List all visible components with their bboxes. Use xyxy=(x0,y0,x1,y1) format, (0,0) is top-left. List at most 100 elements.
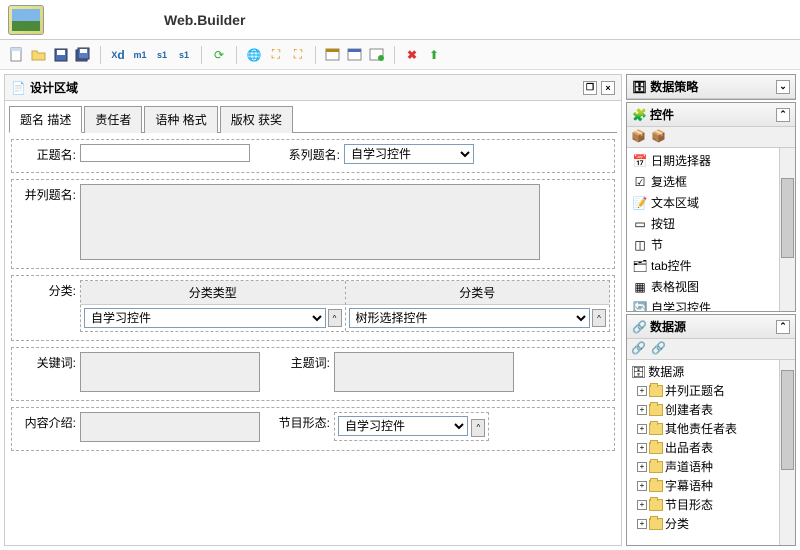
strategy-header[interactable]: 🗄 数据策略 ⌄ xyxy=(627,75,795,99)
s1-icon[interactable]: s1 xyxy=(153,46,171,64)
section-keywords: 关键词: 主题词: xyxy=(11,347,615,401)
expand-icon[interactable]: + xyxy=(637,424,647,434)
control-textarea[interactable]: 📝文本区域 xyxy=(629,192,793,213)
expand-icon[interactable]: + xyxy=(637,443,647,453)
tree-item[interactable]: +其他责任者表 xyxy=(629,419,793,438)
calendar-icon: 📅 xyxy=(633,154,647,168)
up-icon[interactable]: ⬆ xyxy=(425,46,443,64)
design-title: 设计区域 xyxy=(30,79,78,96)
tree-root[interactable]: 🗄 数据源 xyxy=(629,362,793,381)
db-icon: 🗄 xyxy=(632,80,647,94)
tree-item[interactable]: +并列正题名 xyxy=(629,381,793,400)
folder-icon xyxy=(649,442,663,454)
textarea-binglie[interactable] xyxy=(80,184,540,260)
control-datepicker[interactable]: 📅日期选择器 xyxy=(629,150,793,171)
panel-strategy: 🗄 数据策略 ⌄ xyxy=(626,74,796,100)
label-binglie: 并列题名: xyxy=(16,184,76,203)
restore-button[interactable]: ❐ xyxy=(583,81,597,95)
app-header: Web.Builder xyxy=(0,0,800,40)
section-icon: ◫ xyxy=(633,238,647,252)
tab-lang-format[interactable]: 语种 格式 xyxy=(144,106,217,133)
folder-icon xyxy=(649,461,663,473)
tree-item[interactable]: +字幕语种 xyxy=(629,476,793,495)
new-icon[interactable] xyxy=(8,46,26,64)
open-icon[interactable] xyxy=(30,46,48,64)
box2-icon[interactable]: 📦 xyxy=(651,129,667,145)
chevron-up-icon[interactable]: ⌃ xyxy=(776,108,790,122)
tab-copyright[interactable]: 版权 获奖 xyxy=(220,106,293,133)
tree-item[interactable]: +节目形态 xyxy=(629,495,793,514)
button-icon: ▭ xyxy=(633,217,647,231)
s1b-icon[interactable]: s1 xyxy=(175,46,193,64)
save-icon[interactable] xyxy=(52,46,70,64)
tab-responsible[interactable]: 责任者 xyxy=(84,106,142,133)
expand-icon[interactable]: ⛶ xyxy=(267,46,285,64)
select-xilie[interactable]: 自学习控件 xyxy=(344,144,474,164)
db-root-icon: 🗄 xyxy=(631,365,646,379)
label-jiemu: 节目形态: xyxy=(260,412,330,431)
app-title: Web.Builder xyxy=(164,12,245,28)
controls-header[interactable]: 🧩 控件 ⌃ xyxy=(627,103,795,127)
scrollbar[interactable] xyxy=(779,360,795,545)
tree-item[interactable]: +声道语种 xyxy=(629,457,793,476)
control-button[interactable]: ▭按钮 xyxy=(629,213,793,234)
textarea-keywords[interactable] xyxy=(80,352,260,392)
refresh-icon[interactable]: ⟳ xyxy=(210,46,228,64)
input-zhengti[interactable] xyxy=(80,144,250,162)
label-fenlei: 分类: xyxy=(16,280,76,299)
xd-icon[interactable]: Xd xyxy=(109,46,127,64)
control-section[interactable]: ◫节 xyxy=(629,234,793,255)
tab-title-desc[interactable]: 题名 描述 xyxy=(9,106,82,133)
spin-up[interactable]: ^ xyxy=(592,309,606,327)
spin-up[interactable]: ^ xyxy=(471,419,485,437)
link2-icon[interactable]: 🔗 xyxy=(651,341,667,357)
collapse-icon[interactable]: ⛶ xyxy=(289,46,307,64)
app-logo xyxy=(8,5,44,35)
folder-icon xyxy=(649,423,663,435)
control-tableview[interactable]: ▦表格视图 xyxy=(629,276,793,297)
panel-controls: 🧩 控件 ⌃ 📦 📦 📅日期选择器 ☑复选框 📝文本区域 ▭按钮 ◫节 🗂tab… xyxy=(626,102,796,312)
chevron-up-icon[interactable]: ⌃ xyxy=(776,320,790,334)
globe-icon[interactable]: 🌐 xyxy=(245,46,263,64)
form-icon[interactable] xyxy=(324,46,342,64)
expand-icon[interactable]: + xyxy=(637,462,647,472)
design-tabs: 题名 描述 责任者 语种 格式 版权 获奖 xyxy=(9,105,617,133)
select-fenlei-type[interactable]: 自学习控件 xyxy=(84,308,326,328)
select-jiemu[interactable]: 自学习控件 xyxy=(338,416,468,436)
strategy-title: 数据策略 xyxy=(650,78,698,95)
datasource-header[interactable]: 🔗 数据源 ⌃ xyxy=(627,315,795,339)
folder-icon xyxy=(649,518,663,530)
save-all-icon[interactable] xyxy=(74,46,92,64)
expand-icon[interactable]: + xyxy=(637,519,647,529)
expand-icon[interactable]: + xyxy=(637,500,647,510)
m1-icon[interactable]: m1 xyxy=(131,46,149,64)
design-panel: 📄 设计区域 ❐ × 题名 描述 责任者 语种 格式 版权 获奖 正题名: 系列… xyxy=(4,74,622,546)
separator xyxy=(394,46,395,64)
control-tab[interactable]: 🗂tab控件 xyxy=(629,255,793,276)
select-fenlei-num[interactable]: 树形选择控件 xyxy=(349,308,591,328)
ds-toolbar: 🔗 🔗 xyxy=(627,339,795,360)
separator xyxy=(315,46,316,64)
close-button[interactable]: × xyxy=(601,81,615,95)
textarea-content[interactable] xyxy=(80,412,260,442)
expand-icon[interactable]: + xyxy=(637,481,647,491)
delete-icon[interactable]: ✖ xyxy=(403,46,421,64)
col-type: 分类类型 xyxy=(81,281,345,305)
chevron-down-icon[interactable]: ⌄ xyxy=(776,80,790,94)
control-checkbox[interactable]: ☑复选框 xyxy=(629,171,793,192)
learn-icon: 🔄 xyxy=(633,301,647,312)
expand-icon[interactable]: + xyxy=(637,405,647,415)
link-icon[interactable]: 🔗 xyxy=(631,341,647,357)
spin-up[interactable]: ^ xyxy=(328,309,342,327)
control-autolearn[interactable]: 🔄自学习控件 xyxy=(629,297,793,311)
form2-icon[interactable] xyxy=(346,46,364,64)
tree-item[interactable]: +分类 xyxy=(629,514,793,533)
tree-item[interactable]: +出品者表 xyxy=(629,438,793,457)
box-icon[interactable]: 📦 xyxy=(631,129,647,145)
textarea-subject[interactable] xyxy=(334,352,514,392)
scrollbar[interactable] xyxy=(779,148,795,311)
form3-icon[interactable] xyxy=(368,46,386,64)
tree-item[interactable]: +创建者表 xyxy=(629,400,793,419)
folder-icon xyxy=(649,385,663,397)
expand-icon[interactable]: + xyxy=(637,386,647,396)
